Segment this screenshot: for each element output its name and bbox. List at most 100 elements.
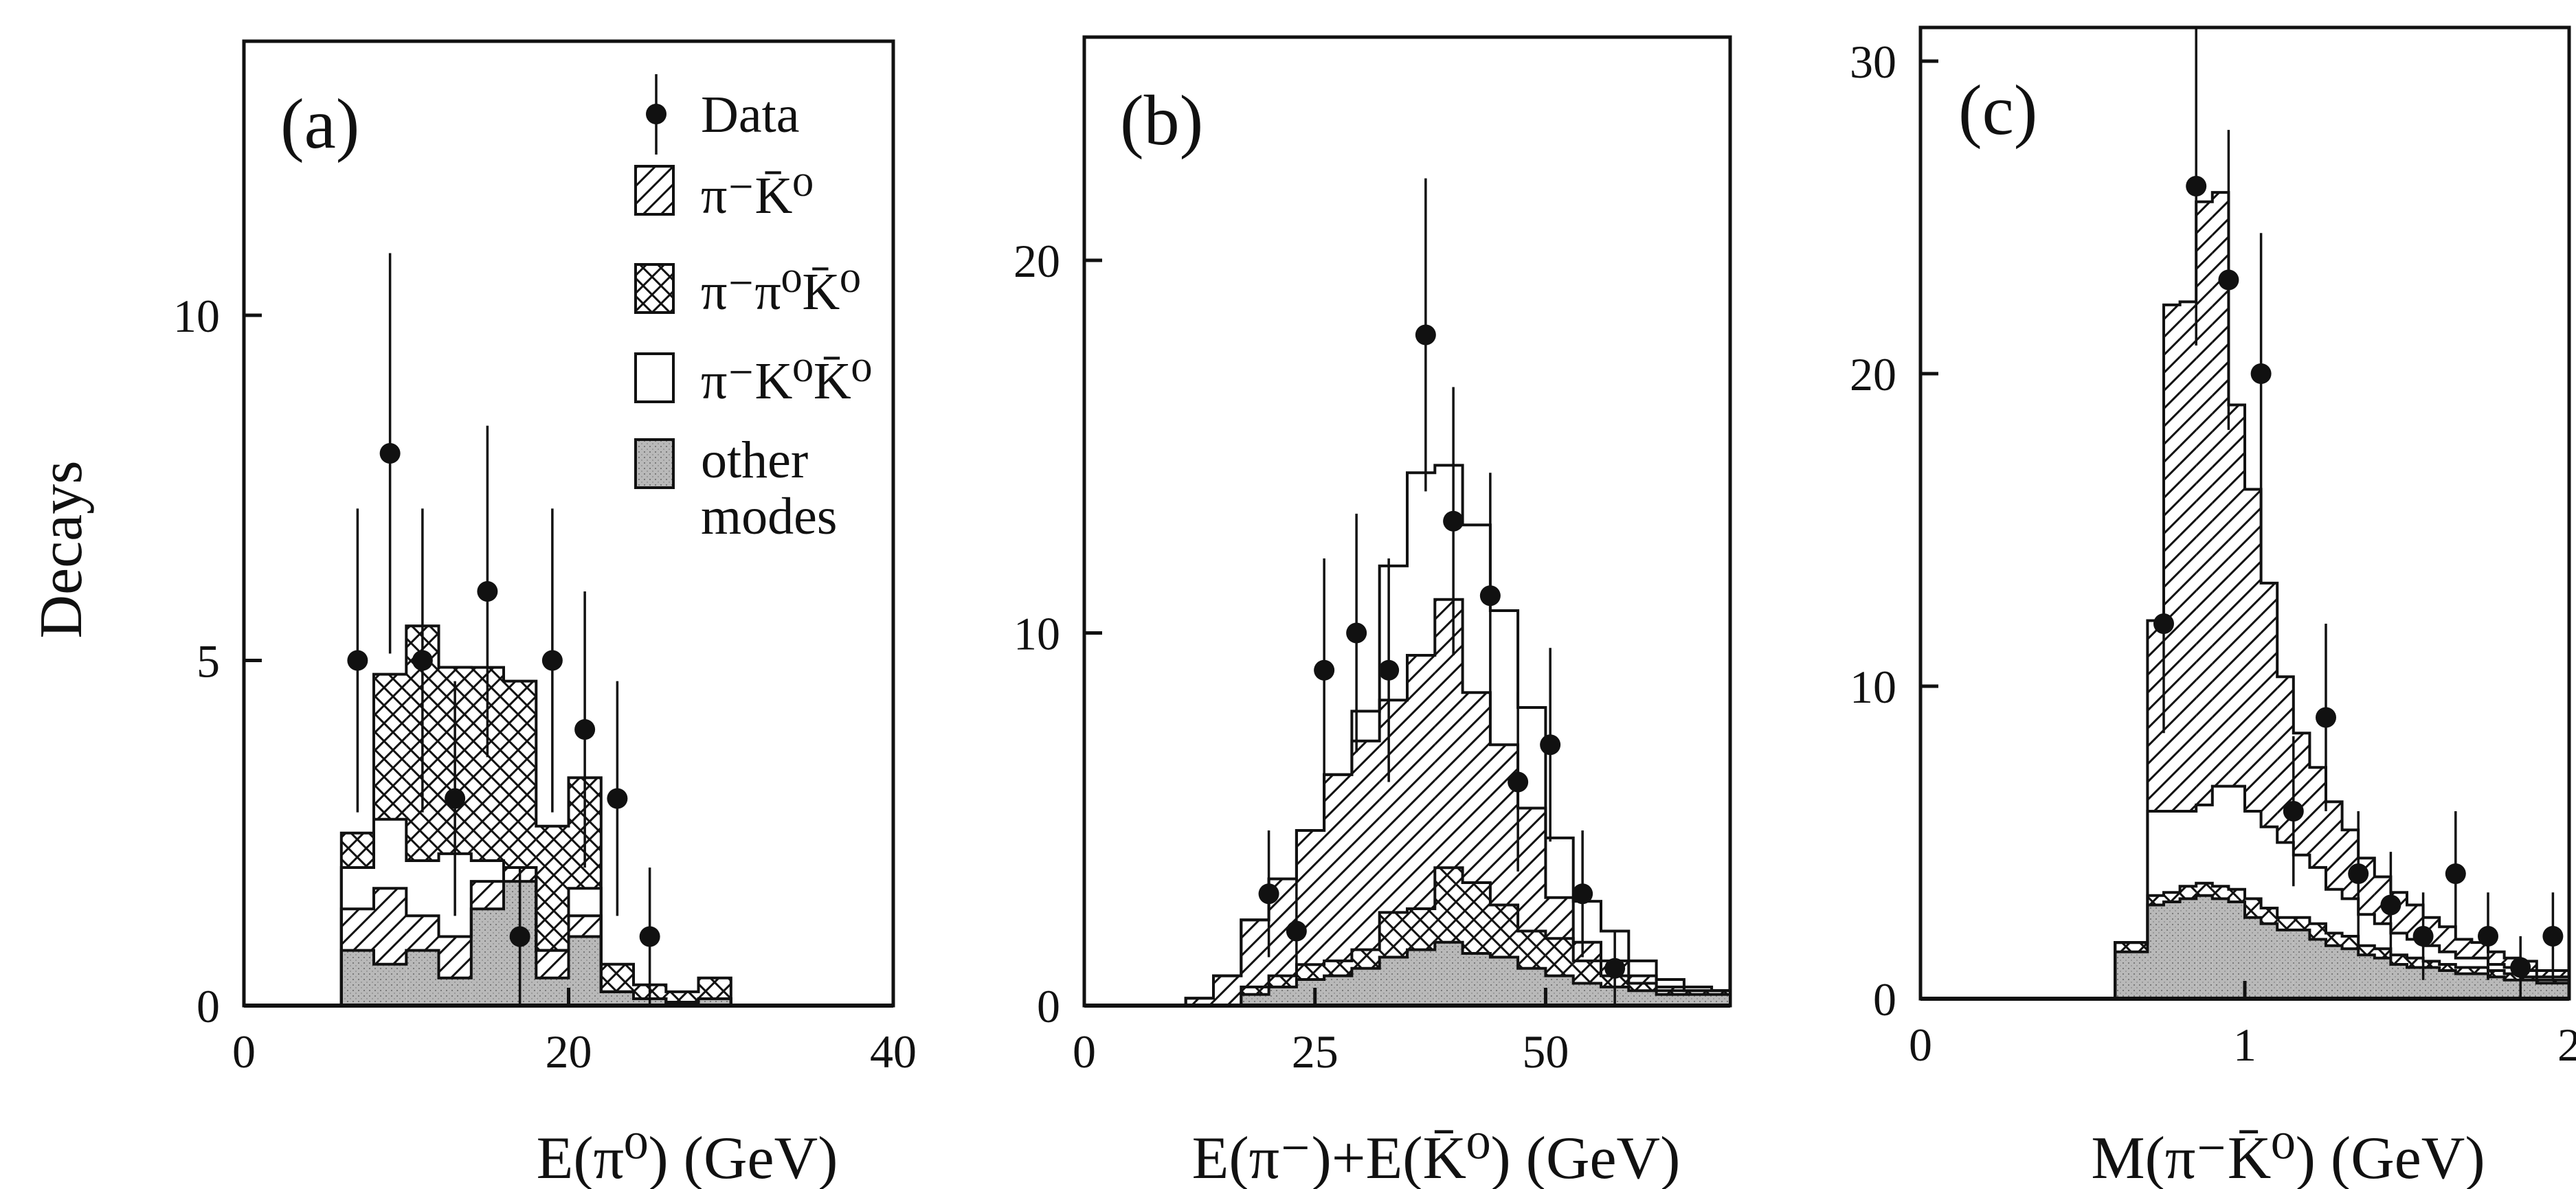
panel-c-bar-pi-k0kbar0-15 (2374, 923, 2391, 949)
panel-b-label: (b) (1120, 81, 1203, 160)
panel-a-y-tick-label-2: 10 (173, 290, 220, 342)
panel-b-data-point-0 (1258, 883, 1279, 905)
panel-a-stack-fills (341, 626, 731, 1006)
panel-c-bar-pi-pi0kbar0-18 (2423, 961, 2440, 968)
panel-c-bar-pi-pi0kbar0-11 (2309, 923, 2326, 940)
panel-b-bar-other-modes-13 (1545, 975, 1573, 1006)
panel-c-bar-pi-pi0kbar0-8 (2261, 908, 2278, 924)
panel-b-bar-pi-kbar0-14 (1573, 942, 1601, 961)
legend-label-pi-k0bar: π⁻K̄⁰ (701, 167, 814, 225)
panel-c-data-point-11 (2510, 957, 2531, 978)
legend-label-pi-pi0-k0bar: π⁻π⁰K̄⁰ (701, 263, 861, 321)
panel-b-bar-pi-kbar0-17 (1656, 986, 1684, 991)
panel-b-x-tick-label-0: 0 (1073, 1026, 1096, 1078)
panel-b-bar-pi-pi0kbar0-9 (1435, 868, 1463, 942)
panel-c-bar-other-modes-18 (2423, 967, 2440, 999)
panel-c-data-point-4 (2283, 801, 2304, 822)
panel-a-bar-pi-pi0kbar0-1 (374, 674, 407, 819)
panel-b-bar-pi-pi0kbar0-7 (1379, 912, 1407, 958)
panel-c-bar-pi-pi0kbar0-3 (2180, 886, 2197, 899)
legend-swatch-open (634, 352, 675, 403)
panel-b-bar-pi-pi0kbar0-16 (1628, 983, 1657, 991)
panel-c-bar-pi-k0kbar0-25 (2536, 977, 2553, 980)
panel-c-data-point-2 (2218, 269, 2239, 291)
panel-b-data-point-2 (1314, 659, 1335, 681)
panel-b-data-point-4 (1378, 659, 1400, 681)
panel-c-bar-other-modes-5 (2212, 898, 2229, 999)
panel-c-bar-pi-pi0kbar0-17 (2407, 958, 2423, 968)
panel-c-data-point-8 (2412, 926, 2434, 947)
panel-b-bar-pi-kbar0-6 (1352, 740, 1380, 950)
panel-c-bar-other-modes-1 (2147, 905, 2164, 999)
panel-c-bar-pi-k0kbar0-16 (2390, 933, 2407, 955)
panel-a-x-tick-label-1: 20 (546, 1026, 592, 1078)
panel-a-x-tick-label-2: 40 (870, 1026, 917, 1078)
panel-c-bar-pi-pi0kbar0-4 (2196, 883, 2213, 896)
legend-item-pi-k0-k0bar: π⁻K⁰K̄⁰ (634, 352, 872, 410)
panel-b-bar-other-modes-7 (1379, 957, 1407, 1006)
panel-b: 0 25 50 0 10 20 (b) E(π⁻)+E(K̄⁰) (GeV) (1013, 35, 1732, 1189)
panel-c-bar-pi-k0kbar0-3 (2180, 811, 2197, 887)
panel-b-bar-pi-k0kbar0-18 (1683, 986, 1712, 991)
panel-a-bar-pi-kbar0-7 (568, 916, 601, 937)
panel-a-ticks: 0 20 40 0 5 10 (173, 290, 917, 1078)
panel-a-bar-pi-kbar0-4 (471, 881, 504, 909)
panel-a: 0 20 40 0 5 10 (a) E(π⁰) (GeV) Data π⁻K̄⁰ π⁻π… (173, 39, 917, 1189)
panel-c-data-point-12 (2542, 926, 2564, 947)
panel-c-bar-pi-pi0kbar0-26 (2553, 979, 2569, 984)
panel-c-bar-pi-pi0kbar0-0 (2115, 942, 2148, 952)
panel-b-bar-pi-k0kbar0-7 (1379, 565, 1407, 701)
panel-c-bar-pi-pi0kbar0-23 (2504, 973, 2521, 980)
panel-a-bar-pi-pi0kbar0-6 (536, 826, 569, 951)
panel-a-bar-pi-kbar0-3 (438, 936, 471, 978)
panel-a-bar-pi-pi0kbar0-8 (601, 964, 634, 992)
panel-c-bar-other-modes-12 (2326, 945, 2342, 999)
panel-c-y-tick-label-2: 20 (1850, 348, 1896, 400)
panel-b-bar-other-modes-6 (1352, 968, 1380, 1006)
panel-b-bar-other-modes-16 (1628, 990, 1657, 1006)
panel-a-data-point-6 (541, 650, 563, 671)
panel-b-bar-pi-pi0kbar0-11 (1490, 905, 1519, 958)
panel-a-data-point-2 (412, 650, 433, 671)
panel-b-bar-other-modes-11 (1490, 957, 1519, 1006)
panel-c-bar-other-modes-23 (2504, 979, 2521, 999)
panel-c-bar-pi-k0kbar0-19 (2439, 951, 2456, 964)
panel-c-bar-pi-kbar0-26 (2553, 971, 2569, 977)
panel-c-bar-other-modes-7 (2245, 917, 2261, 999)
panel-c-bar-other-modes-26 (2553, 983, 2569, 999)
panel-b-data-point-7 (1479, 585, 1501, 607)
panel-a-bar-other-modes-1 (374, 964, 407, 1006)
panel-b-bar-pi-kbar0-13 (1545, 897, 1573, 939)
panel-c-bar-pi-pi0kbar0-20 (2455, 967, 2472, 974)
panel-a-y-tick-label-1: 5 (197, 635, 220, 688)
panel-c-bar-pi-k0kbar0-8 (2261, 826, 2278, 909)
panel-c-bar-pi-kbar0-22 (2488, 951, 2505, 964)
panel-c-bar-pi-pi0kbar0-13 (2342, 936, 2359, 949)
panel-c-bar-other-modes-17 (2407, 967, 2423, 999)
panel-b-data-point-6 (1443, 510, 1464, 532)
panel-c-bar-pi-pi0kbar0-24 (2520, 977, 2537, 980)
panel-c-bar-pi-kbar0-3 (2180, 302, 2197, 811)
panel-c-data-point-0 (2153, 613, 2174, 634)
panel-a-bar-pi-k0kbar0-0 (341, 868, 374, 909)
panel-c-x-tick-label-2: 2 (2557, 1019, 2576, 1071)
panel-a-bar-pi-k0kbar0-4 (471, 861, 504, 882)
panel-b-bar-pi-k0kbar0-13 (1545, 837, 1573, 898)
panel-c-bar-pi-kbar0-6 (2228, 405, 2245, 786)
panel-c-bar-other-modes-22 (2488, 977, 2505, 999)
panel-c-bar-pi-kbar0-8 (2261, 582, 2278, 827)
panel-b-data-points (1258, 178, 1626, 1006)
panel-b-bar-pi-k0kbar0-11 (1490, 611, 1519, 745)
panel-b-data-point-8 (1508, 771, 1529, 793)
panel-c-bar-pi-k0kbar0-7 (2245, 811, 2261, 899)
panel-c-bar-pi-kbar0-10 (2293, 733, 2310, 855)
panel-b-bar-other-modes-4 (1296, 979, 1325, 1006)
panel-b-bar-other-modes-14 (1573, 983, 1601, 1006)
panel-c-bar-pi-pi0kbar0-16 (2390, 955, 2407, 964)
panel-c-bar-pi-k0kbar0-21 (2472, 958, 2488, 968)
panel-c-bar-pi-k0kbar0-2 (2164, 811, 2180, 893)
panel-c-label: (c) (1958, 71, 2037, 150)
panel-b-bar-pi-kbar0-4 (1296, 830, 1325, 965)
panel-c-bar-pi-pi0kbar0-22 (2488, 971, 2505, 977)
